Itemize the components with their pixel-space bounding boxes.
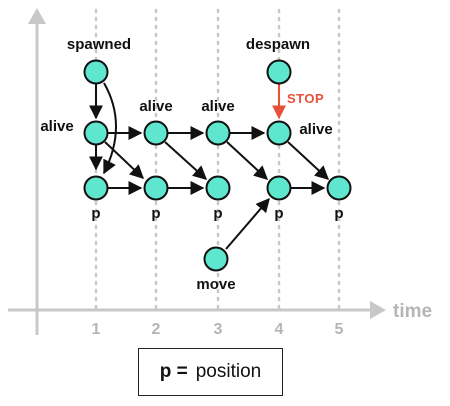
x-axis-arrowhead xyxy=(370,301,386,319)
edge-alive2-to-p3 xyxy=(164,141,208,180)
y-axis-arrowhead xyxy=(28,8,46,24)
node-despawn xyxy=(266,59,292,85)
label-move: move xyxy=(196,276,235,293)
tick-1: 1 xyxy=(92,321,101,338)
node-spawned xyxy=(83,59,109,85)
label-position-3: p xyxy=(213,205,222,222)
tick-5: 5 xyxy=(335,321,344,338)
edge-alive1-to-p2 xyxy=(104,141,145,179)
label-alive-left: alive xyxy=(40,118,73,135)
node-labels: spawned despawn STOP alive alive alive a… xyxy=(40,36,343,293)
node-alive-1 xyxy=(83,120,109,146)
node-position-2 xyxy=(143,175,169,201)
node-position-4 xyxy=(266,175,292,201)
label-stop: STOP xyxy=(287,91,324,106)
label-position-1: p xyxy=(91,205,100,222)
axes xyxy=(8,8,386,335)
nodes xyxy=(83,59,352,272)
edge-move-to-p4 xyxy=(225,197,270,250)
edge-alive4-to-p5 xyxy=(287,141,330,180)
edges xyxy=(89,82,330,250)
legend-key: p = xyxy=(159,361,188,382)
label-position-4: p xyxy=(274,205,283,222)
edge-spawn-to-p1 xyxy=(103,82,117,175)
tick-2: 2 xyxy=(152,321,161,338)
node-position-3 xyxy=(205,175,231,201)
legend-value: position xyxy=(195,361,262,382)
label-position-2: p xyxy=(151,205,160,222)
label-alive-2: alive xyxy=(139,98,172,115)
label-spawned: spawned xyxy=(67,36,131,53)
node-alive-4 xyxy=(266,120,292,146)
label-alive-4: alive xyxy=(299,121,332,138)
node-position-1 xyxy=(83,175,109,201)
tick-4: 4 xyxy=(275,321,284,338)
tick-3: 3 xyxy=(214,321,223,338)
node-alive-2 xyxy=(143,120,169,146)
node-move xyxy=(203,246,229,272)
label-position-5: p xyxy=(334,205,343,222)
x-axis-label: time xyxy=(393,301,432,322)
label-despawn: despawn xyxy=(246,36,310,53)
node-position-5 xyxy=(326,175,352,201)
node-alive-3 xyxy=(205,120,231,146)
label-alive-3: alive xyxy=(201,98,234,115)
edge-alive3-to-p4 xyxy=(226,141,269,180)
legend-box: p = position xyxy=(138,348,283,396)
